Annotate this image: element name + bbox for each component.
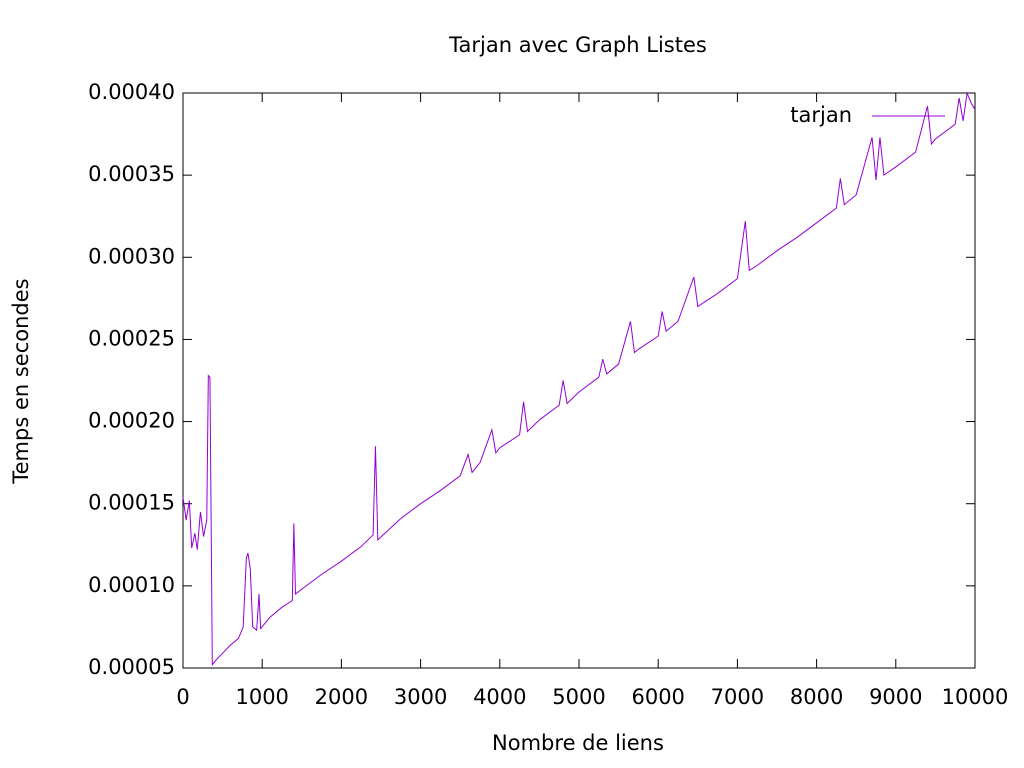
- y-tick-label: 0.00005: [88, 655, 175, 679]
- x-tick-label: 8000: [790, 685, 843, 709]
- x-tick-label: 5000: [552, 685, 605, 709]
- x-tick-label: 2000: [315, 685, 368, 709]
- x-tick-label: 7000: [711, 685, 764, 709]
- x-tick-label: 3000: [394, 685, 447, 709]
- y-tick-label: 0.00020: [88, 409, 175, 433]
- legend-label: tarjan: [790, 103, 852, 127]
- plot-border: [182, 92, 976, 669]
- x-tick-label: 10000: [942, 685, 1009, 709]
- y-tick-label: 0.00030: [88, 244, 175, 268]
- chart-title: Tarjan avec Graph Listes: [448, 33, 707, 57]
- x-tick-label: 0: [176, 685, 189, 709]
- x-axis-label: Nombre de liens: [492, 731, 664, 755]
- y-tick-label: 0.00010: [88, 573, 175, 597]
- x-tick-label: 6000: [631, 685, 684, 709]
- data-line: [182, 91, 976, 667]
- y-tick-label: 0.00035: [88, 162, 175, 186]
- y-tick-label: 0.00040: [88, 80, 175, 104]
- y-tick-label: 0.00015: [88, 491, 175, 515]
- x-tick-label: 9000: [869, 685, 922, 709]
- y-axis-label: Temps en secondes: [9, 278, 33, 484]
- x-tick-label: 4000: [473, 685, 526, 709]
- y-tick-label: 0.00025: [88, 326, 175, 350]
- x-tick-label: 1000: [235, 685, 288, 709]
